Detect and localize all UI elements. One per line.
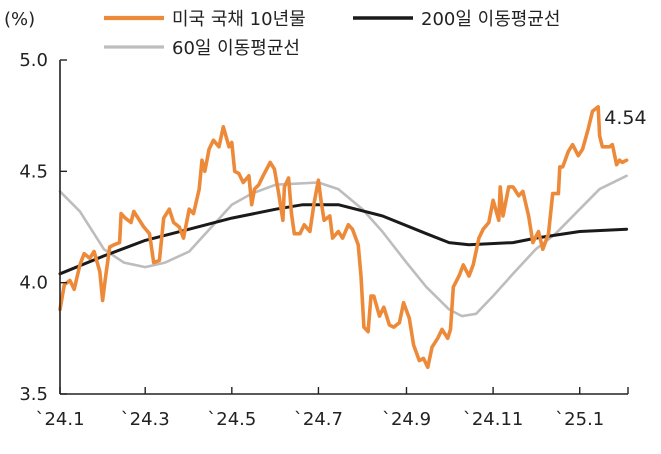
legend-label-2: 200일 이동평균선 — [421, 9, 560, 30]
y-tick-label: 3.5 — [19, 384, 48, 405]
x-tick-label: `24.7 — [294, 409, 343, 430]
x-tick-label: `25.1 — [555, 409, 604, 430]
y-tick-label: 5.0 — [19, 50, 48, 71]
y-tick-label: 4.0 — [19, 273, 48, 294]
y-axis-unit-label: (%) — [4, 9, 35, 30]
x-tick-label: `24.5 — [207, 409, 256, 430]
y-tick-label: 4.5 — [19, 161, 48, 182]
x-tick-label: `24.3 — [121, 409, 170, 430]
x-tick-label: `24.9 — [382, 409, 431, 430]
x-tick-label: `24.1 — [35, 409, 84, 430]
series-line-2 — [58, 203, 629, 276]
legend-label-1: 미국 국채 10년물 — [172, 9, 306, 30]
legend-label-3: 60일 이동평균선 — [172, 38, 300, 59]
axes: 3.5 4.0 4.5 5.0 (%) `24.1 `24.3 `24.5 `24.7 `24.9… — [4, 9, 629, 430]
series-line-3 — [58, 174, 628, 318]
last-value-label: 4.54 — [604, 107, 646, 129]
legend: 미국 국채 10년물 200일 이동평균선 60일 이동평균선 — [104, 9, 560, 59]
annotations: 4.54 — [604, 107, 646, 129]
plot-lines — [58, 105, 629, 370]
series-line-1 — [58, 105, 629, 370]
x-tick-label: `24.11 — [463, 409, 524, 430]
